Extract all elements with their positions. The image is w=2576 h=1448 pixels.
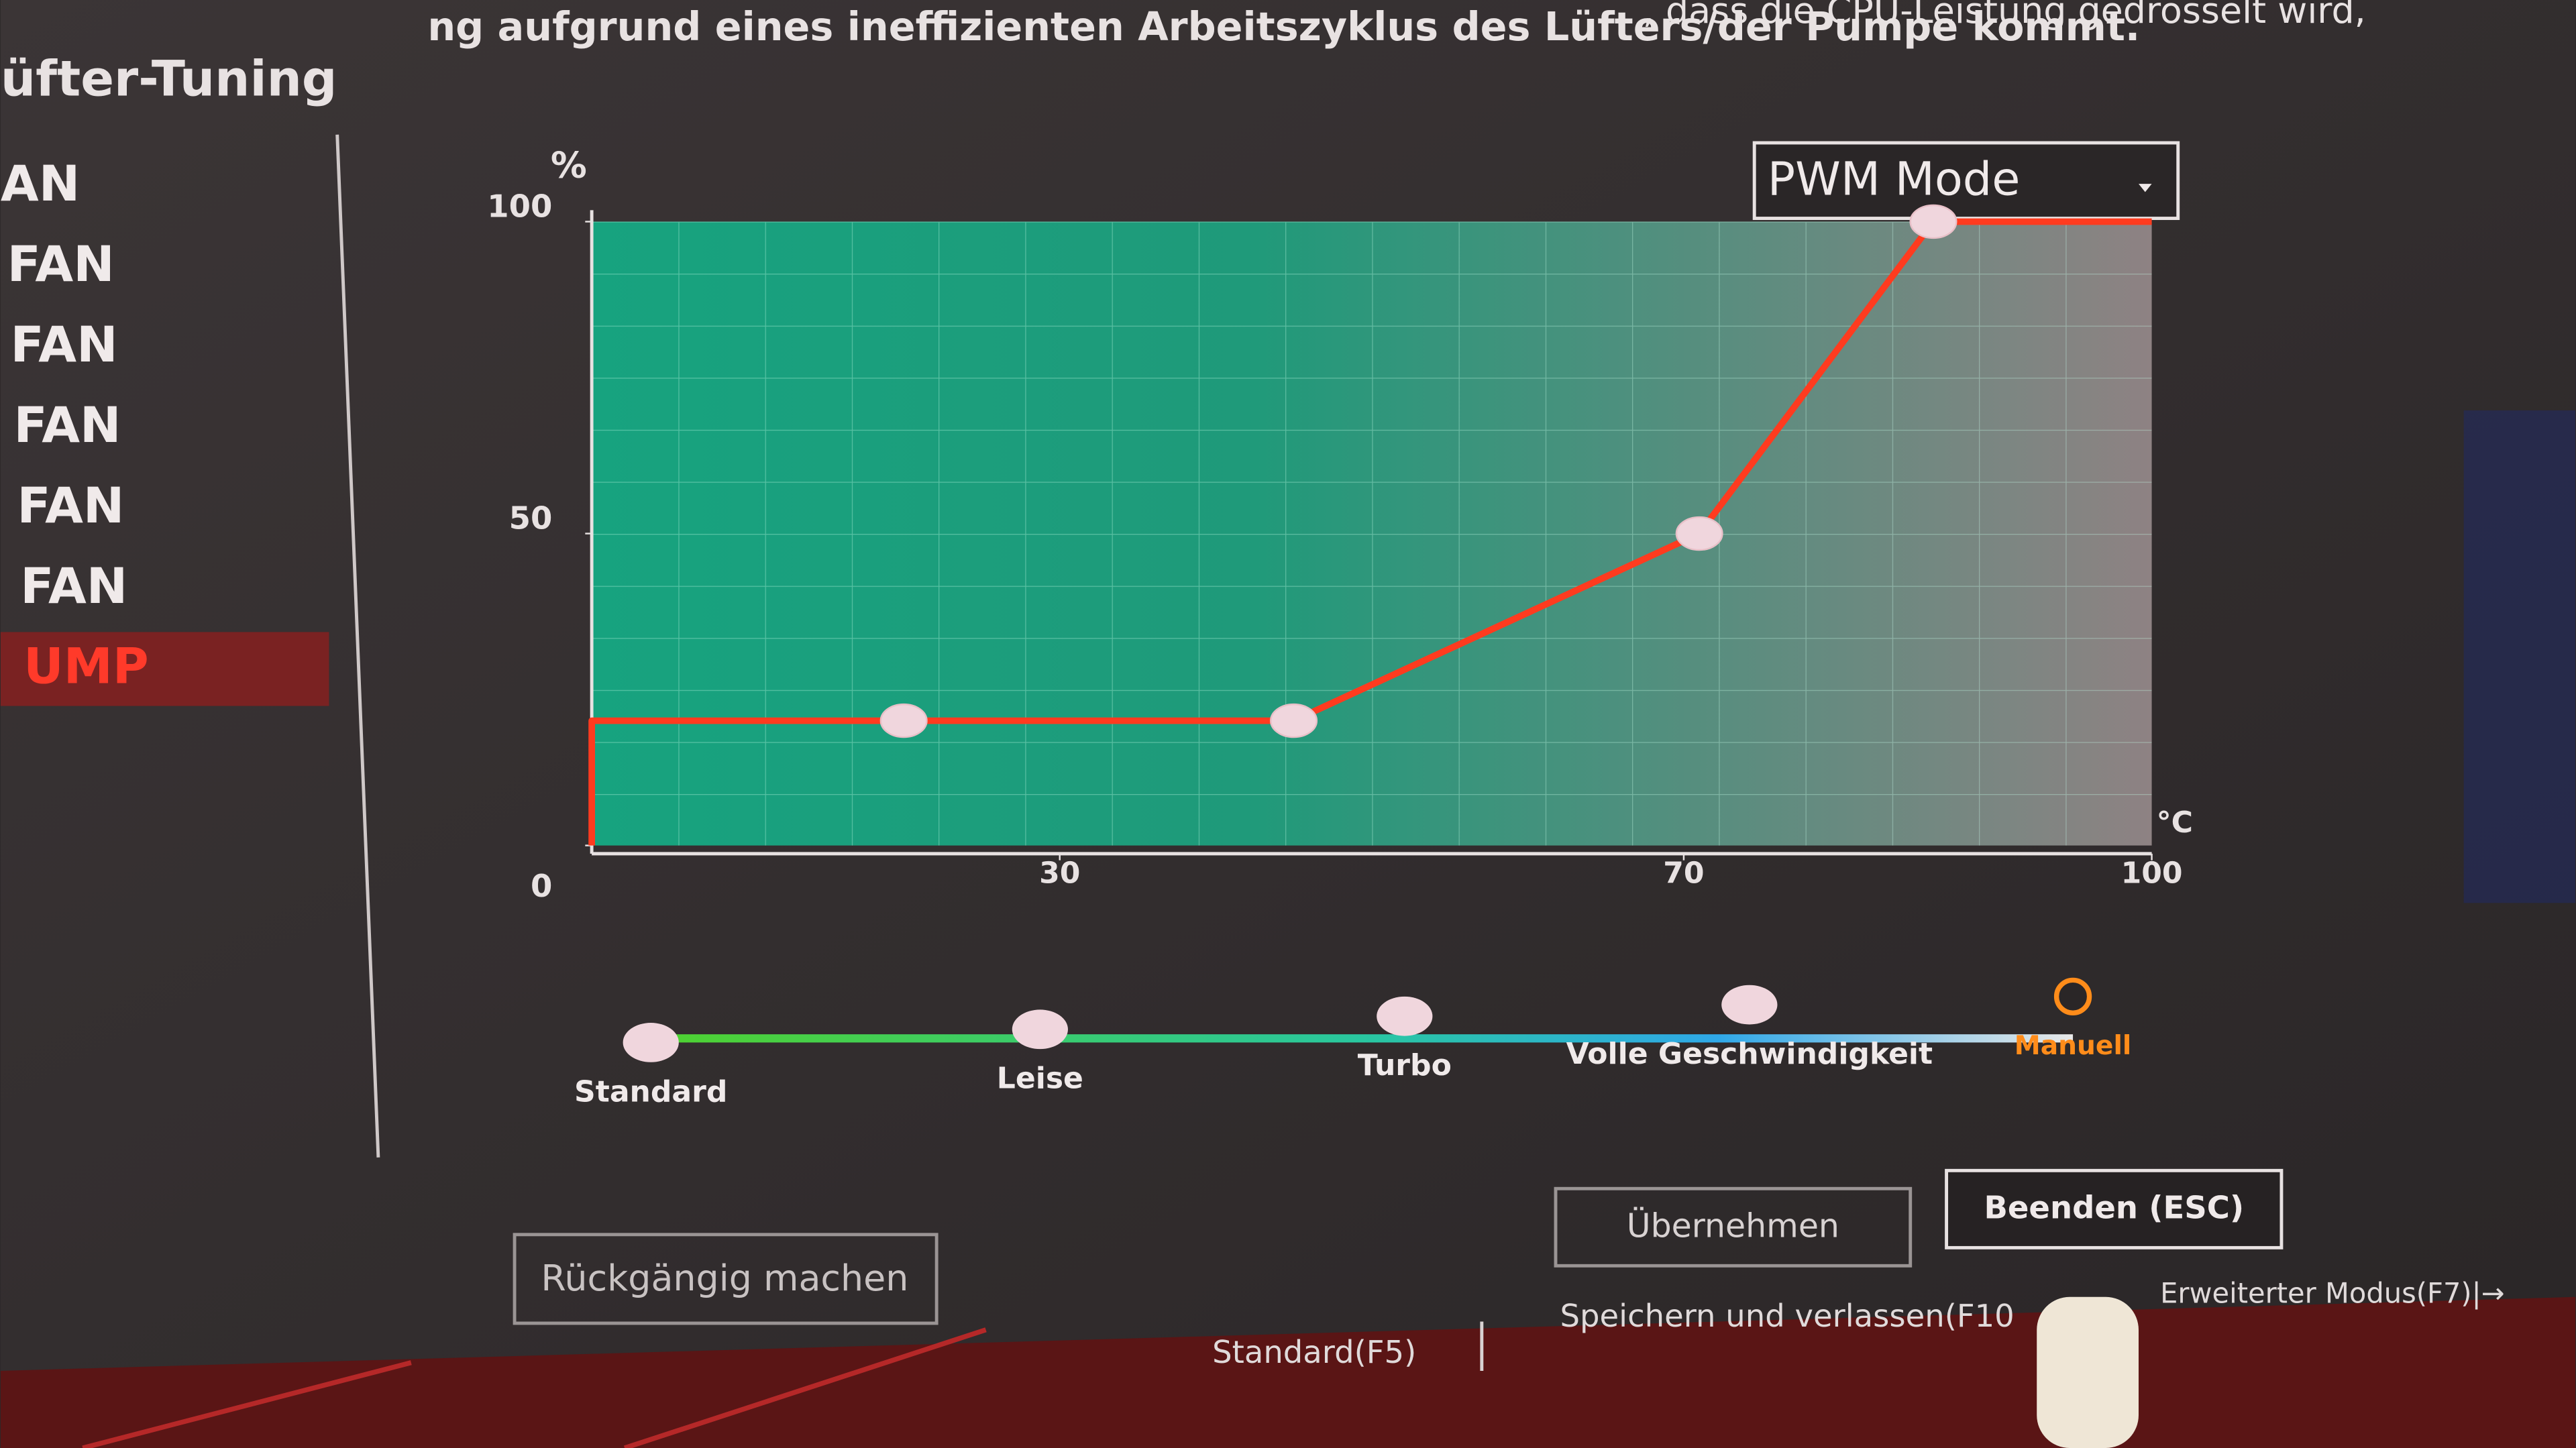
plot-grid (592, 221, 2152, 846)
sidebar-item: FAN (11, 317, 118, 374)
undo-button-label: Rückgängig machen (541, 1257, 908, 1299)
curve-handle[interactable] (1909, 204, 1957, 239)
profile-knob[interactable] (1012, 1009, 1068, 1050)
sidebar-divider (335, 134, 380, 1158)
profile-knob[interactable] (1377, 996, 1433, 1036)
curve-handle[interactable] (879, 703, 928, 738)
sidebar-selected (0, 632, 329, 706)
header-line1: , dass die CPU-Leistung gedrosselt wird, (1643, 0, 2366, 32)
x-tick-label: 70 (1663, 856, 1704, 891)
profile-label[interactable]: Volle Geschwindigkeit (1566, 1037, 1933, 1071)
apply-button-label: Übernehmen (1627, 1206, 1839, 1245)
y-tick-label: 50 (509, 500, 553, 536)
profile-label[interactable]: Manuell (2015, 1031, 2132, 1061)
curve-handle[interactable] (1270, 703, 1318, 738)
undo-button[interactable] (513, 1233, 938, 1325)
x-tick-label: 100 (2121, 856, 2183, 891)
sidebar-item: FAN (17, 478, 124, 535)
sidebar-item: AN (1, 156, 80, 213)
profile-label[interactable]: Leise (997, 1062, 1083, 1096)
y-tick-label: 0 (531, 868, 552, 904)
x-axis-unit: °C (2157, 805, 2193, 840)
exit-button[interactable] (1945, 1168, 2284, 1249)
footer-item[interactable]: Erweiterter Modus(F7)|→ (2160, 1276, 2504, 1309)
footer-item[interactable]: Standard(F5) (1212, 1334, 1416, 1370)
dropdown-arrow (2138, 184, 2152, 192)
glare (2463, 410, 2576, 903)
header-line2: ng aufgrund eines ineffizienten Arbeitsz… (427, 3, 2140, 50)
profile-knob[interactable] (2053, 977, 2092, 1015)
y-tick-label: 100 (487, 188, 552, 224)
x-tick-label: 30 (1039, 856, 1080, 891)
apply-button[interactable] (1554, 1186, 1913, 1268)
sidebar-item: FAN (13, 397, 121, 454)
page-title: üfter-Tuning (1, 50, 337, 107)
exit-button-label: Beenden (ESC) (1984, 1190, 2244, 1226)
profile-track (651, 1034, 2074, 1043)
y-axis-unit: % (551, 144, 587, 186)
curve-handle[interactable] (1675, 516, 1723, 551)
sidebar-item: FAN (20, 558, 127, 615)
profile-knob[interactable] (1721, 985, 1778, 1025)
mode-dropdown-label: PWM Mode (1768, 153, 2021, 207)
profile-label[interactable]: Turbo (1358, 1048, 1452, 1082)
footer-item[interactable]: Speichern und verlassen(F10 (1560, 1298, 2015, 1334)
profile-knob[interactable] (623, 1023, 679, 1062)
footer-deco (82, 1327, 987, 1448)
profile-label[interactable]: Standard (574, 1074, 727, 1109)
footer-band (0, 1296, 2576, 1448)
sidebar-item: FAN (7, 236, 115, 293)
foreground-object (2037, 1296, 2139, 1448)
sidebar-item: UMP (23, 638, 149, 695)
